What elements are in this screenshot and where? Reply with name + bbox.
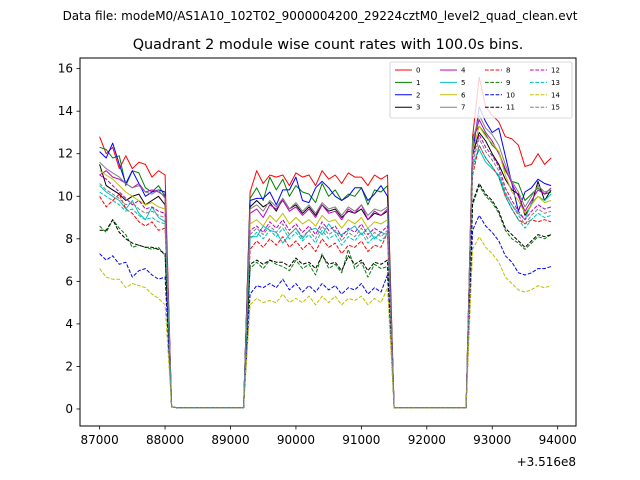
- axes-frame: [79, 57, 577, 427]
- x-tick-label: 91000: [342, 433, 380, 447]
- x-offset-label: +3.516e8: [517, 455, 576, 469]
- x-tick-label: 93000: [473, 433, 511, 447]
- y-tick-label: 10: [58, 189, 73, 203]
- y-tick-label: 6: [65, 274, 73, 288]
- y-tick-label: 8: [65, 232, 73, 246]
- x-tick-label: 90000: [277, 433, 315, 447]
- x-tick-label: 94000: [539, 433, 577, 447]
- legend-label-0: 0: [416, 67, 420, 75]
- legend-label-13: 13: [551, 79, 560, 87]
- series-layer: [99, 76, 552, 409]
- legend-label-10: 10: [506, 91, 515, 99]
- legend-label-6: 6: [461, 91, 466, 99]
- x-axis: 87000 88000 89000 90000 91000 92000 93000 94000: [81, 426, 577, 447]
- y-tick-label: 12: [58, 147, 73, 161]
- chart-title: Quadrant 2 module wise count rates with …: [133, 37, 524, 53]
- x-tick-label: 92000: [408, 433, 446, 447]
- x-tick-label: 89000: [211, 433, 249, 447]
- legend-label-7: 7: [461, 104, 465, 112]
- x-tick-label: 88000: [146, 433, 184, 447]
- legend-label-11: 11: [506, 104, 515, 112]
- legend-label-4: 4: [461, 67, 466, 75]
- legend-label-12: 12: [551, 67, 560, 75]
- legend-label-3: 3: [416, 104, 420, 112]
- legend-label-14: 14: [551, 91, 560, 99]
- legend-label-1: 1: [416, 79, 420, 87]
- legend-label-5: 5: [461, 79, 465, 87]
- series-line-13: [99, 144, 552, 409]
- y-tick-label: 0: [65, 402, 73, 416]
- legend-label-8: 8: [506, 67, 510, 75]
- y-tick-label: 4: [65, 317, 73, 331]
- figure-suptitle: Data file: modeM0/AS1A10_102T02_90000042…: [63, 9, 578, 23]
- legend-label-15: 15: [551, 104, 560, 112]
- y-tick-label: 14: [58, 104, 73, 118]
- x-tick-label: 87000: [81, 433, 119, 447]
- plot-area: [80, 58, 576, 426]
- legend-box: [389, 61, 573, 119]
- y-tick-label: 2: [65, 359, 73, 373]
- y-axis: 0 2 4 6 8 10 12 14 16: [58, 62, 80, 416]
- y-tick-label: 16: [58, 62, 73, 76]
- series-line-15: [99, 138, 552, 409]
- legend-label-9: 9: [506, 79, 510, 87]
- legend-label-2: 2: [416, 91, 420, 99]
